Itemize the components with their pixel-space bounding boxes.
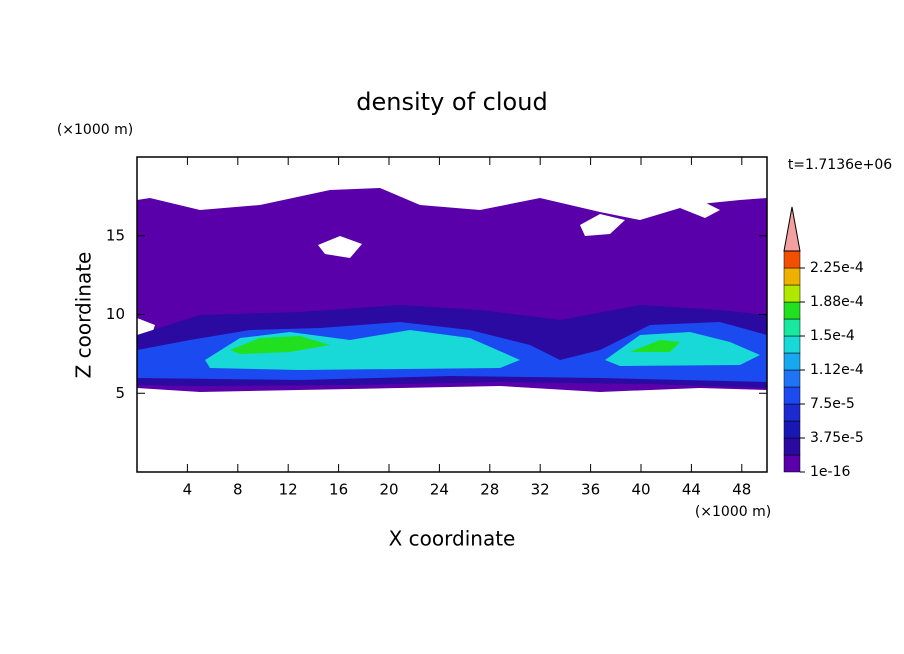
x-tick-label: 8 [233, 481, 243, 499]
x-tick-label: 40 [631, 481, 650, 499]
colorbar-tick-label: 1e-16 [810, 464, 850, 480]
colorbar-band [783, 301, 801, 320]
x-tick-label: 20 [379, 481, 398, 499]
colorbar-tick-label: 1.5e-4 [810, 328, 855, 344]
colorbar-extend [783, 206, 801, 252]
field-core [205, 330, 760, 370]
colorbar-band [783, 335, 801, 354]
colorbar-band [783, 318, 801, 337]
colorbar-tick-label: 3.75e-5 [810, 430, 864, 446]
x-tick-label: 12 [279, 481, 298, 499]
colorbar-band [783, 437, 801, 456]
colorbar-tick-label: 7.5e-5 [810, 396, 855, 412]
contour-field [137, 188, 767, 392]
x-tick-label: 36 [581, 481, 600, 499]
y-axis-label: Z coordinate [72, 252, 96, 379]
colorbar-band [783, 352, 801, 371]
field-peak [230, 336, 680, 354]
y-unit: (×1000 m) [57, 122, 133, 138]
x-tick-label: 4 [183, 481, 193, 499]
x-tick-label: 32 [531, 481, 550, 499]
colorbar-band [783, 386, 801, 405]
colorbar-band [783, 369, 801, 388]
x-tick-label: 44 [682, 481, 701, 499]
colorbar-tick-label: 2.25e-4 [810, 260, 864, 276]
colorbar-band [783, 267, 801, 286]
y-tick-label: 5 [115, 384, 125, 402]
colorbar-tick-label: 1.88e-4 [810, 294, 864, 310]
colorbar-band [783, 454, 801, 473]
colorbar-band [783, 250, 801, 269]
colorbar-tick-label: 1.12e-4 [810, 362, 864, 378]
y-tick-label: 10 [106, 305, 125, 323]
colorbar-band [783, 420, 801, 439]
x-tick-label: 48 [732, 481, 751, 499]
colorbar-band [783, 403, 801, 422]
x-unit: (×1000 m) [695, 504, 771, 520]
chart-title: density of cloud [356, 88, 547, 116]
x-tick-label: 16 [329, 481, 348, 499]
x-tick-label: 28 [480, 481, 499, 499]
colorbar-band [783, 284, 801, 303]
x-tick-label: 24 [430, 481, 449, 499]
x-axis-label: X coordinate [389, 527, 516, 551]
y-tick-label: 15 [106, 226, 125, 244]
annotation: t=1.7136e+06 [788, 157, 892, 173]
